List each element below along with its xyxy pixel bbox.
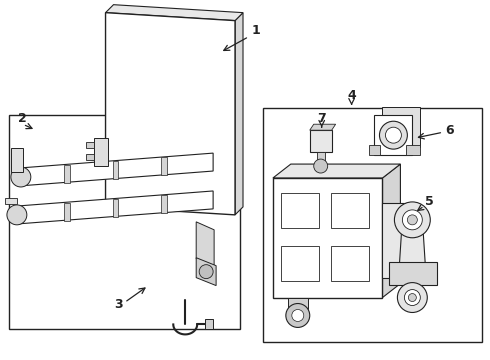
Polygon shape — [310, 124, 336, 130]
Polygon shape — [5, 198, 17, 204]
Polygon shape — [19, 153, 213, 186]
Polygon shape — [161, 195, 167, 213]
Polygon shape — [205, 319, 213, 329]
Polygon shape — [383, 107, 420, 147]
Text: 7: 7 — [318, 112, 326, 125]
Text: 3: 3 — [114, 298, 123, 311]
Circle shape — [314, 159, 328, 173]
Polygon shape — [406, 145, 420, 155]
Circle shape — [408, 293, 416, 302]
Polygon shape — [161, 157, 167, 175]
Circle shape — [404, 289, 420, 306]
Polygon shape — [11, 148, 23, 172]
Polygon shape — [374, 115, 413, 155]
Bar — [331, 246, 368, 280]
Polygon shape — [196, 222, 214, 267]
Polygon shape — [113, 161, 119, 179]
Polygon shape — [310, 130, 332, 152]
Bar — [331, 193, 368, 228]
Circle shape — [407, 215, 417, 225]
Circle shape — [386, 127, 401, 143]
Circle shape — [394, 202, 430, 238]
Polygon shape — [383, 203, 410, 278]
Text: 5: 5 — [425, 195, 434, 208]
Text: 4: 4 — [347, 89, 356, 102]
Text: 6: 6 — [445, 124, 454, 137]
Text: 1: 1 — [251, 24, 260, 37]
Polygon shape — [368, 145, 380, 155]
Polygon shape — [390, 262, 437, 285]
Circle shape — [292, 310, 304, 321]
Polygon shape — [399, 234, 425, 265]
Circle shape — [7, 205, 27, 225]
Circle shape — [286, 303, 310, 328]
Polygon shape — [86, 142, 94, 148]
Polygon shape — [196, 258, 216, 285]
Polygon shape — [273, 164, 400, 178]
Polygon shape — [64, 165, 70, 183]
Polygon shape — [288, 298, 308, 310]
Circle shape — [11, 167, 31, 187]
Bar — [263, 108, 482, 342]
Polygon shape — [105, 5, 243, 21]
Circle shape — [397, 283, 427, 312]
Circle shape — [199, 265, 213, 279]
Polygon shape — [94, 138, 107, 166]
Polygon shape — [19, 191, 213, 224]
Bar — [9, 115, 240, 329]
Circle shape — [402, 210, 422, 230]
Circle shape — [379, 121, 407, 149]
Polygon shape — [86, 154, 94, 160]
Polygon shape — [291, 164, 400, 284]
Polygon shape — [273, 178, 383, 298]
Polygon shape — [383, 164, 400, 298]
Polygon shape — [105, 13, 235, 215]
Bar — [281, 246, 318, 280]
Polygon shape — [64, 203, 70, 221]
Text: 2: 2 — [19, 112, 27, 125]
Polygon shape — [317, 152, 325, 162]
Bar — [281, 193, 318, 228]
Polygon shape — [113, 199, 119, 217]
Polygon shape — [235, 13, 243, 215]
